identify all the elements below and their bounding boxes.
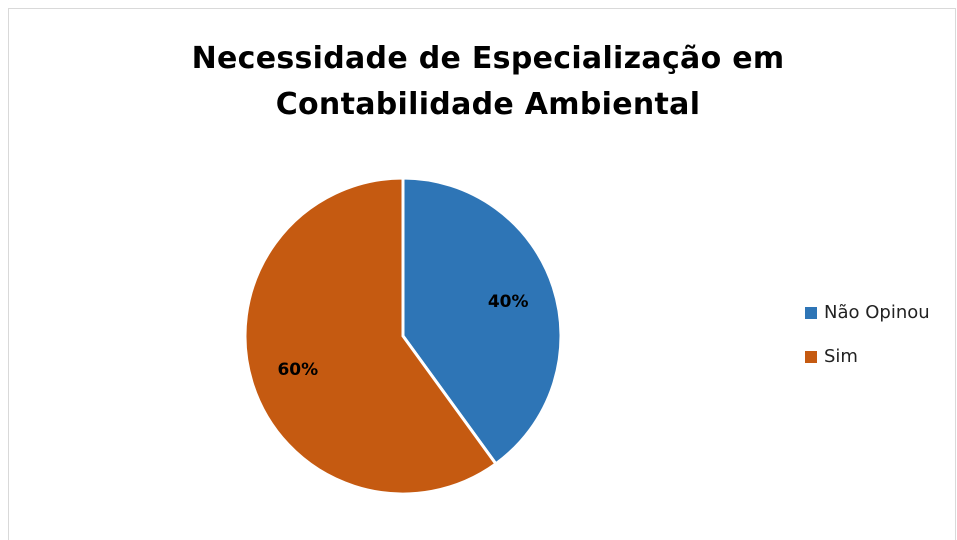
chart-frame — [8, 8, 956, 540]
legend-label: Sim — [824, 346, 858, 367]
data-label: 60% — [277, 360, 318, 380]
legend-swatch — [805, 307, 817, 319]
data-label: 40% — [488, 292, 529, 312]
pie-slice — [243, 176, 498, 496]
chart-title: Necessidade de Especialização em Contabi… — [191, 41, 785, 122]
legend-swatch — [805, 351, 817, 363]
pie-slice — [401, 176, 563, 466]
legend-label: Não Opinou — [824, 302, 930, 323]
